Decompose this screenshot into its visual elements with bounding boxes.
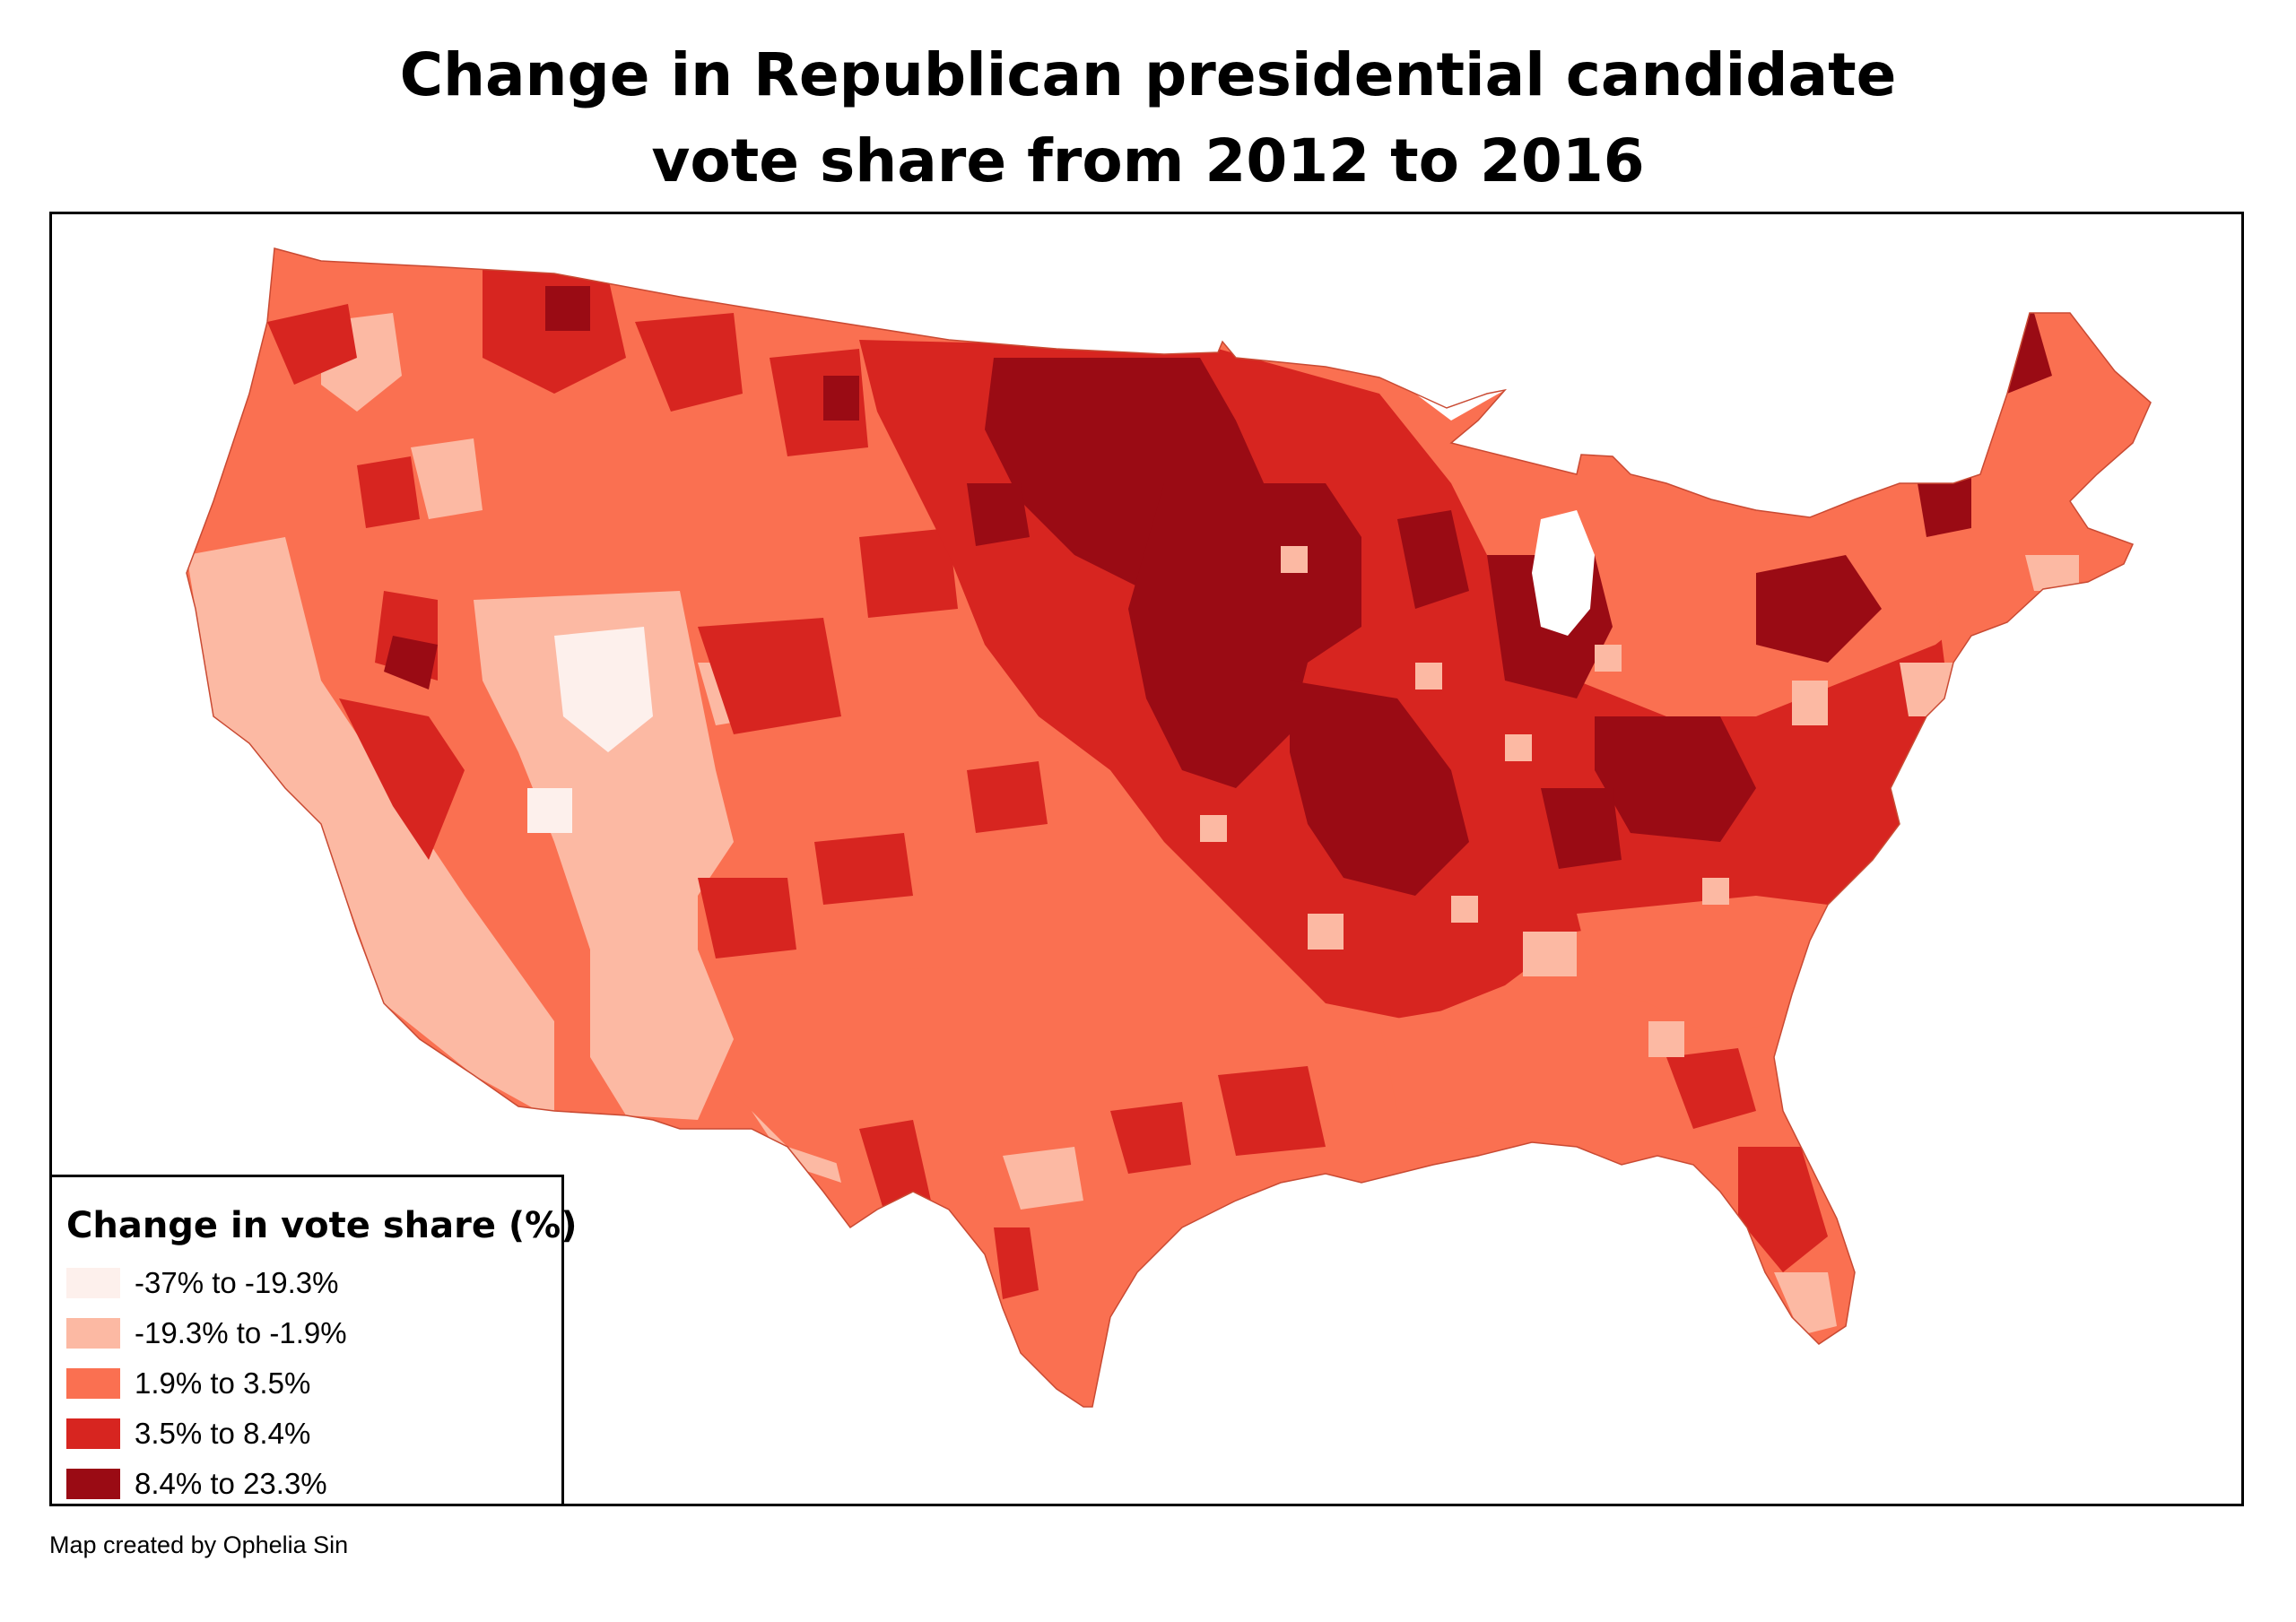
legend-item: 1.9% to 3.5% <box>66 1358 561 1409</box>
legend-swatch <box>66 1268 120 1298</box>
map-title: Change in Republican presidential candid… <box>0 32 2296 204</box>
legend-swatch <box>66 1418 120 1449</box>
legend-label: -19.3% to -1.9% <box>135 1316 347 1349</box>
legend-swatch <box>66 1318 120 1349</box>
lake-michigan <box>1532 510 1595 636</box>
legend-item: 8.4% to 23.3% <box>66 1459 561 1509</box>
lake-superior <box>1415 371 1505 421</box>
legend-swatch <box>66 1368 120 1399</box>
us-outline <box>186 247 2152 1408</box>
legend-swatch <box>66 1469 120 1499</box>
map-title-line-2: vote share from 2012 to 2016 <box>651 126 1645 195</box>
legend-item: -37% to -19.3% <box>66 1258 561 1308</box>
legend-item: 3.5% to 8.4% <box>66 1409 561 1459</box>
legend-item: -19.3% to -1.9% <box>66 1308 561 1358</box>
legend-label: 3.5% to 8.4% <box>135 1417 311 1450</box>
legend: Change in vote share (%) -37% to -19.3% … <box>49 1175 578 1509</box>
map-credit: Map created by Ophelia Sin <box>49 1531 349 1558</box>
legend-title: Change in vote share (%) <box>66 1205 578 1246</box>
legend-label: 1.9% to 3.5% <box>135 1366 311 1400</box>
legend-label: -37% to -19.3% <box>135 1266 339 1299</box>
legend-label: 8.4% to 23.3% <box>135 1467 327 1500</box>
map-title-line-1: Change in Republican presidential candid… <box>399 40 1897 109</box>
